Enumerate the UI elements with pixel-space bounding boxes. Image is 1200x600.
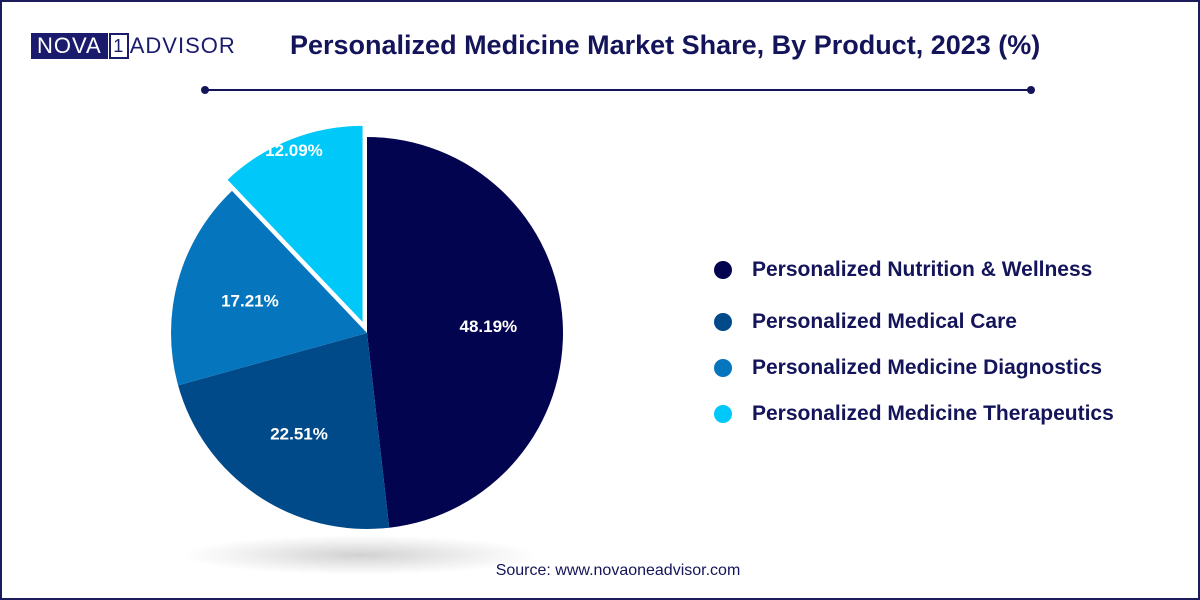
legend-marker-1 [714, 261, 732, 279]
legend-marker-3 [714, 359, 732, 377]
pie-data-label-4: 12.09% [265, 141, 323, 160]
legend-item-1: Personalized Nutrition & Wellness [714, 258, 1092, 282]
pie-data-label-3: 17.21% [221, 292, 279, 311]
legend-label-2: Personalized Medical Care [752, 310, 1017, 333]
legend-marker-2 [714, 313, 732, 331]
legend-item-3: Personalized Medicine Diagnostics [714, 356, 1102, 380]
legend-item-4: Personalized Medicine Therapeutics [714, 402, 1114, 426]
source-note: Source: www.novaoneadvisor.com [495, 562, 741, 579]
pie-data-label-1: 48.19% [459, 317, 517, 336]
pie-slice-3 [171, 190, 367, 386]
legend-item-2: Personalized Medical Care [714, 310, 1017, 334]
legend-marker-4 [714, 405, 732, 423]
brand-logo: NOVA 1 ADVISOR [31, 33, 236, 59]
brand-logo-part2: 1 [108, 33, 129, 59]
pie-slice-1 [367, 137, 563, 528]
pie-shadow [180, 535, 540, 575]
title-rule [205, 89, 1032, 91]
pie-data-label-2: 22.51% [270, 425, 328, 444]
brand-logo-part1: NOVA [31, 33, 108, 59]
legend-label-1: Personalized Nutrition & Wellness [752, 258, 1093, 281]
pie-slice-2 [178, 333, 390, 529]
chart-title: Personalized Medicine Market Share, By P… [290, 30, 1041, 60]
brand-logo-part3: ADVISOR [129, 33, 236, 58]
title-rule-dot-left [201, 86, 209, 94]
title-rule-dot-right [1027, 86, 1035, 94]
legend-label-4: Personalized Medicine Therapeutics [752, 402, 1114, 425]
pie-slice-4 [227, 125, 363, 322]
legend-label-3: Personalized Medicine Diagnostics [752, 356, 1103, 379]
